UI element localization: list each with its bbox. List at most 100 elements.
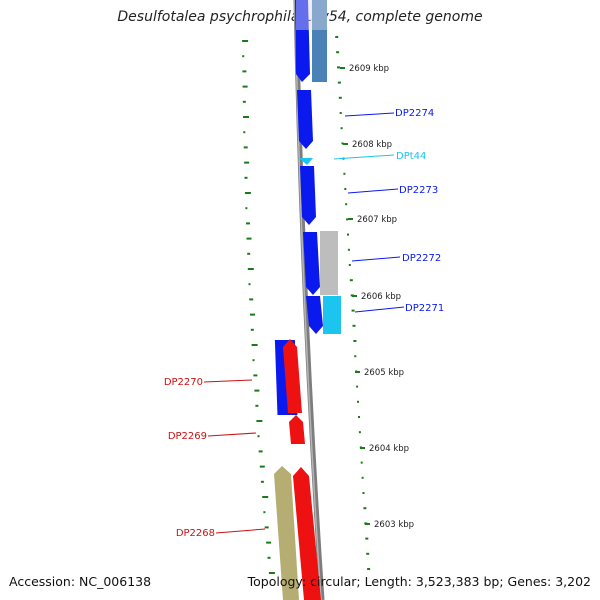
gc-dash: [339, 112, 342, 114]
gc-dash: [251, 344, 258, 346]
gc-dash: [344, 188, 347, 190]
tick-mark: [340, 67, 345, 69]
feature-track: [274, 0, 341, 600]
gc-dash: [363, 507, 367, 510]
gc-dash: [348, 264, 351, 266]
gc-dash: [347, 233, 349, 236]
gc-dash: [335, 36, 339, 38]
gc-dash: [252, 359, 255, 362]
gene-label[interactable]: DP2270: [164, 377, 203, 388]
gc-track-left: [242, 40, 275, 574]
gc-dash: [260, 480, 264, 483]
gene-label[interactable]: DP2268: [176, 528, 215, 539]
gc-dash: [243, 146, 248, 149]
gc-dash: [256, 420, 263, 422]
callout-line: [333, 154, 395, 160]
gc-dash: [341, 142, 344, 145]
gc-dash: [337, 81, 341, 84]
gc-dash: [244, 192, 251, 194]
gc-dash: [366, 552, 370, 555]
gene-label[interactable]: DP2272: [402, 253, 441, 264]
gene-feature-dp2268-khaki[interactable]: [274, 466, 299, 600]
gc-dash: [361, 476, 364, 479]
gc-dash: [268, 572, 275, 574]
tick-mark: [343, 143, 348, 145]
gene-feature-dpt44[interactable]: [299, 158, 313, 165]
tick-mark: [360, 447, 365, 449]
gene-feature-dp2270[interactable]: [283, 339, 302, 413]
gc-dash: [246, 237, 252, 240]
gc-dash: [353, 340, 357, 342]
gc-dash: [360, 461, 363, 464]
gc-dash: [244, 176, 248, 179]
gene-label[interactable]: DP2269: [168, 431, 207, 442]
gc-dash: [244, 161, 250, 164]
gc-dash: [242, 100, 246, 103]
gene-feature-dp2269[interactable]: [289, 415, 305, 444]
gc-dash: [257, 435, 260, 438]
gc-dash: [249, 298, 254, 301]
gc-dash: [338, 96, 342, 99]
gc-dash: [346, 218, 349, 221]
gc-dash: [250, 328, 254, 331]
gc-dash: [352, 324, 356, 327]
callout-line: [347, 188, 399, 194]
gc-dash: [362, 492, 365, 494]
gc-dash: [246, 222, 250, 225]
gc-dash: [243, 131, 246, 134]
gc-dash: [247, 268, 254, 270]
gene-feature-dp2272-gray[interactable]: [320, 231, 338, 295]
gc-dash: [357, 400, 359, 403]
tick-mark: [352, 295, 357, 297]
gene-feature-top-steel[interactable]: [312, 0, 327, 82]
gene-feature-dp2271-cyan[interactable]: [323, 296, 341, 334]
gene-feature-top-blue[interactable]: [295, 0, 310, 82]
tick-label: 2604 kbp: [369, 444, 409, 454]
tick-mark: [365, 523, 370, 525]
gc-dash: [356, 385, 359, 388]
gc-dash: [358, 416, 360, 418]
gene-feature-dp2272[interactable]: [303, 232, 320, 295]
gc-dash: [264, 526, 269, 529]
gc-dash: [336, 51, 340, 54]
gc-dash: [247, 252, 251, 255]
gene-label[interactable]: DP2273: [399, 185, 438, 196]
gc-dash: [340, 127, 343, 130]
callout-line: [354, 306, 405, 313]
gene-label[interactable]: DPt44: [396, 151, 426, 162]
gc-dash: [365, 537, 369, 540]
gene-feature-dp2271[interactable]: [306, 296, 323, 334]
gc-dash: [266, 541, 272, 544]
gc-dash: [248, 283, 251, 286]
gene-feature-dp2273[interactable]: [300, 166, 316, 225]
gene-feature-dp2268[interactable]: [293, 467, 321, 600]
gc-dash: [242, 70, 247, 73]
gc-dash: [242, 55, 245, 58]
gene-label[interactable]: DP2274: [395, 108, 434, 119]
gene-label[interactable]: DP2271: [405, 303, 444, 314]
gene-feature-dp2274[interactable]: [297, 90, 313, 149]
callout-line: [344, 112, 395, 117]
scale-ticks: 2609 kbp 2608 kbp 2607 kbp 2606 kbp 2605 kbp…: [340, 64, 414, 530]
tick-label: 2605 kbp: [364, 368, 404, 378]
tick-label: 2606 kbp: [361, 292, 401, 302]
gc-dash: [259, 465, 265, 468]
gc-dash: [243, 116, 249, 118]
gc-dash: [250, 313, 255, 316]
gene-feature-top-gray: [296, 0, 327, 30]
gc-dash: [343, 172, 346, 175]
gc-dash: [258, 450, 263, 453]
gc-dash: [263, 511, 266, 514]
gc-dash: [347, 248, 350, 251]
gc-dash: [242, 40, 249, 42]
tick-label: 2603 kbp: [374, 520, 414, 530]
gc-dash: [255, 404, 259, 407]
topology-text: Topology: circular; Length: 3,523,383 bp…: [247, 574, 591, 589]
callout-line: [351, 256, 401, 262]
gene-callouts: DP2274 DPt44 DP2273 DP2272 DP2271 DP2270 DP226…: [164, 108, 444, 539]
tick-label: 2608 kbp: [352, 140, 392, 150]
gc-dash: [367, 568, 371, 570]
gc-dash: [354, 355, 357, 358]
tick-label: 2609 kbp: [349, 64, 389, 74]
